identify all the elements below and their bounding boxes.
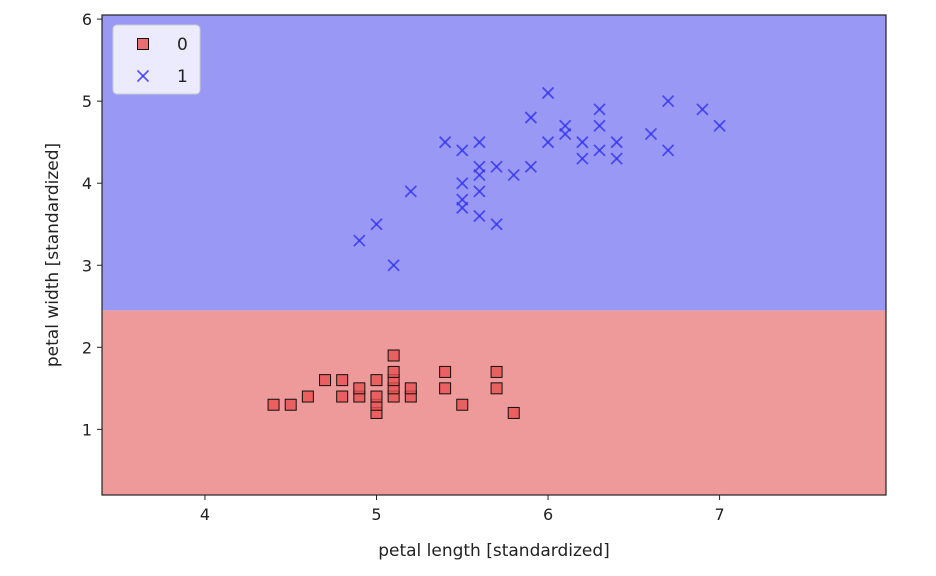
data-point-class-0	[284, 398, 297, 411]
data-point-class-0	[370, 390, 383, 403]
y-tick-label: 4	[82, 174, 92, 193]
data-point-class-1	[524, 160, 538, 173]
data-point-class-1	[473, 185, 486, 198]
x-tick-label: 7	[714, 505, 724, 524]
data-point-class-1	[524, 111, 538, 124]
x-tick-label: 6	[543, 505, 553, 524]
data-point-class-1	[576, 152, 589, 165]
legend-marker-class-0	[137, 38, 149, 50]
data-point-class-1	[541, 86, 555, 100]
data-point-class-1	[404, 185, 417, 198]
data-point-class-0	[387, 349, 400, 362]
data-point-class-1	[644, 127, 658, 141]
data-points	[267, 86, 726, 419]
data-point-class-1	[490, 160, 503, 173]
y-tick-label: 6	[82, 10, 92, 29]
data-point-class-0	[439, 382, 452, 395]
data-point-class-1	[593, 119, 606, 132]
x-tick-label: 4	[200, 505, 210, 524]
data-point-class-0	[301, 390, 314, 403]
data-point-class-1	[370, 218, 383, 231]
legend-label-class-0: 0	[177, 35, 188, 55]
data-point-class-0	[439, 365, 452, 378]
plot-frame	[101, 14, 887, 496]
data-point-class-1	[661, 95, 675, 108]
data-point-class-0	[387, 365, 400, 378]
x-axis-label: petal length [standardized]	[378, 541, 610, 561]
legend-marker-class-1	[136, 69, 150, 83]
data-point-class-1	[661, 144, 675, 157]
data-point-class-1	[473, 209, 486, 223]
data-point-class-0	[319, 374, 332, 387]
data-point-class-0	[490, 382, 503, 395]
y-tick-label: 1	[82, 420, 92, 439]
data-point-class-1	[456, 193, 469, 206]
data-point-class-0	[336, 390, 349, 403]
data-point-class-0	[456, 398, 469, 411]
data-point-class-0	[370, 374, 383, 387]
axis-ticks: 4 5 6 7 1 2 3 4 5 6	[82, 10, 725, 524]
data-point-class-0	[507, 406, 520, 419]
data-point-class-0	[490, 365, 503, 378]
data-point-class-1	[576, 136, 589, 149]
data-point-class-1	[387, 259, 400, 272]
data-point-class-0	[336, 374, 349, 387]
data-point-class-1	[353, 234, 366, 247]
y-tick-label: 2	[82, 338, 92, 357]
data-point-class-1	[610, 136, 623, 149]
y-axis-label: petal width [standardized]	[43, 143, 63, 367]
y-tick-label: 5	[82, 92, 92, 111]
legend: 01	[112, 24, 201, 95]
plot-border	[101, 14, 887, 496]
y-tick-label: 3	[82, 256, 92, 275]
data-point-class-1	[610, 152, 623, 165]
data-point-class-1	[438, 136, 452, 149]
data-point-class-1	[541, 136, 555, 149]
data-point-class-1	[473, 136, 486, 149]
data-point-class-1	[473, 160, 486, 173]
data-point-class-1	[559, 119, 572, 132]
data-point-class-1	[456, 144, 469, 157]
data-point-class-1	[490, 218, 503, 231]
region-class-0	[102, 310, 886, 495]
data-point-class-1	[507, 168, 520, 182]
x-tick-label: 5	[371, 505, 381, 524]
data-point-class-1	[593, 103, 606, 116]
data-point-class-1	[456, 177, 469, 190]
data-point-class-1	[713, 119, 726, 132]
data-point-class-0	[267, 398, 280, 411]
legend-label-class-1: 1	[177, 67, 188, 87]
decision-regions	[102, 15, 886, 495]
data-point-class-1	[593, 144, 606, 157]
data-point-class-1	[696, 103, 709, 116]
legend-box	[112, 24, 201, 95]
data-point-class-0	[353, 382, 366, 395]
region-class-1	[102, 15, 886, 311]
data-point-class-0	[404, 382, 417, 395]
